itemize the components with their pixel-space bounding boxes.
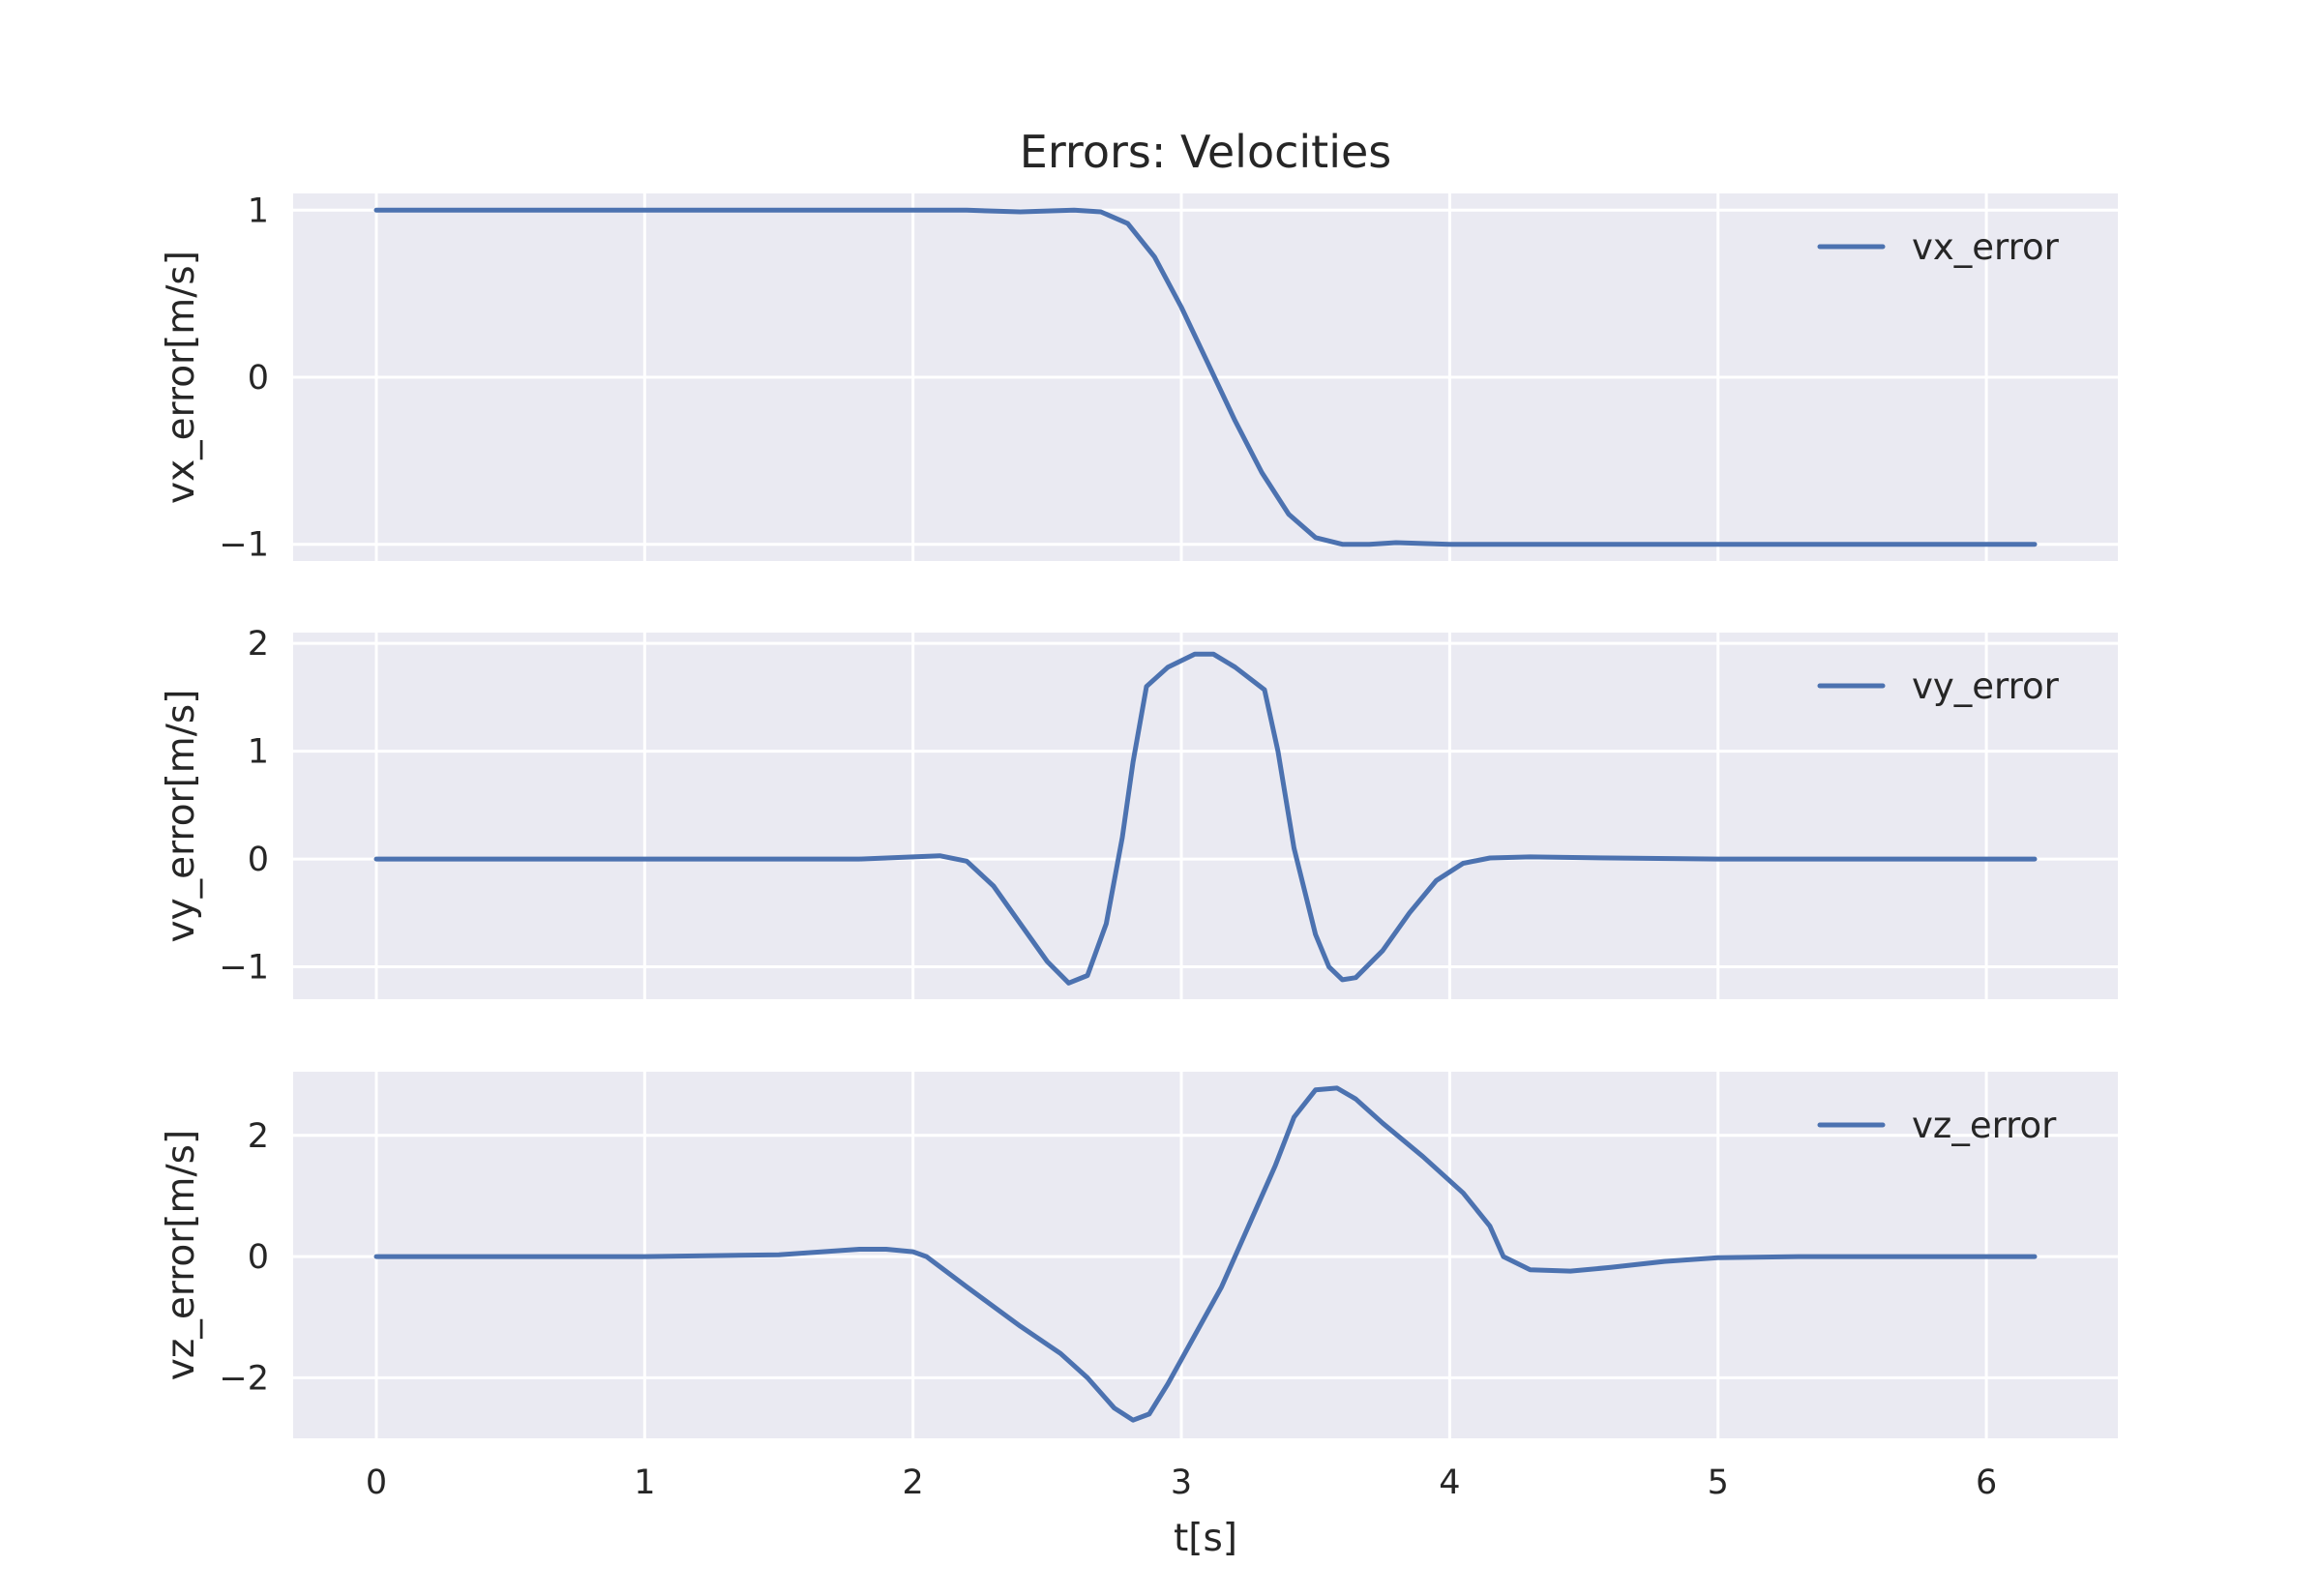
x-tick-label: 4 [1439, 1463, 1460, 1502]
subplot-panels: −1 0 1 vx_error[m/s] vx_error −1 0 1 2 vy_error[m… [160, 192, 2118, 1502]
x-axis-label: t[s] [1174, 1517, 1237, 1560]
y-tick-label: 1 [248, 733, 269, 772]
y-axis-label: vz_error[m/s] [160, 1130, 203, 1380]
subplot-1: −1 0 1 vx_error[m/s] vx_error [160, 192, 2118, 565]
x-tick-label: 2 [903, 1463, 924, 1502]
legend: vy_error [1817, 665, 2060, 707]
y-tick-label: 1 [248, 192, 269, 230]
figure-title: Errors: Velocities [1020, 126, 1392, 178]
y-tick-label: 2 [248, 625, 269, 664]
subplot-3: −2 0 2 0 1 2 3 4 5 6 vz_error[m/s] vz_error [160, 1072, 2118, 1502]
y-axis-label: vy_error[m/s] [160, 690, 203, 943]
series-line-vx_error [373, 207, 2038, 547]
plot-area-background [293, 633, 2118, 999]
y-tick-label: 0 [248, 841, 269, 879]
legend: vz_error [1817, 1105, 2057, 1146]
x-tick-label: 0 [366, 1463, 387, 1502]
series-line-vy_error [373, 651, 2038, 986]
y-tick-label: 0 [248, 359, 269, 398]
x-tick-label: 3 [1171, 1463, 1192, 1502]
x-tick-label: 6 [1976, 1463, 1997, 1502]
y-tick-label: −1 [219, 949, 269, 988]
legend-label: vx_error [1912, 226, 2060, 268]
y-tick-label: 2 [248, 1117, 269, 1156]
subplot-2: −1 0 1 2 vy_error[m/s] vy_error [160, 625, 2118, 999]
x-tick-label: 5 [1708, 1463, 1729, 1502]
legend-label: vz_error [1912, 1105, 2057, 1146]
x-tick-label: 1 [634, 1463, 655, 1502]
y-tick-label: −2 [219, 1359, 269, 1398]
series-line-vz_error [373, 1085, 2038, 1423]
legend: vx_error [1817, 226, 2060, 268]
y-tick-label: 0 [248, 1238, 269, 1277]
legend-label: vy_error [1912, 665, 2060, 707]
y-tick-label: −1 [219, 526, 269, 565]
y-axis-label: vx_error[m/s] [160, 251, 203, 504]
